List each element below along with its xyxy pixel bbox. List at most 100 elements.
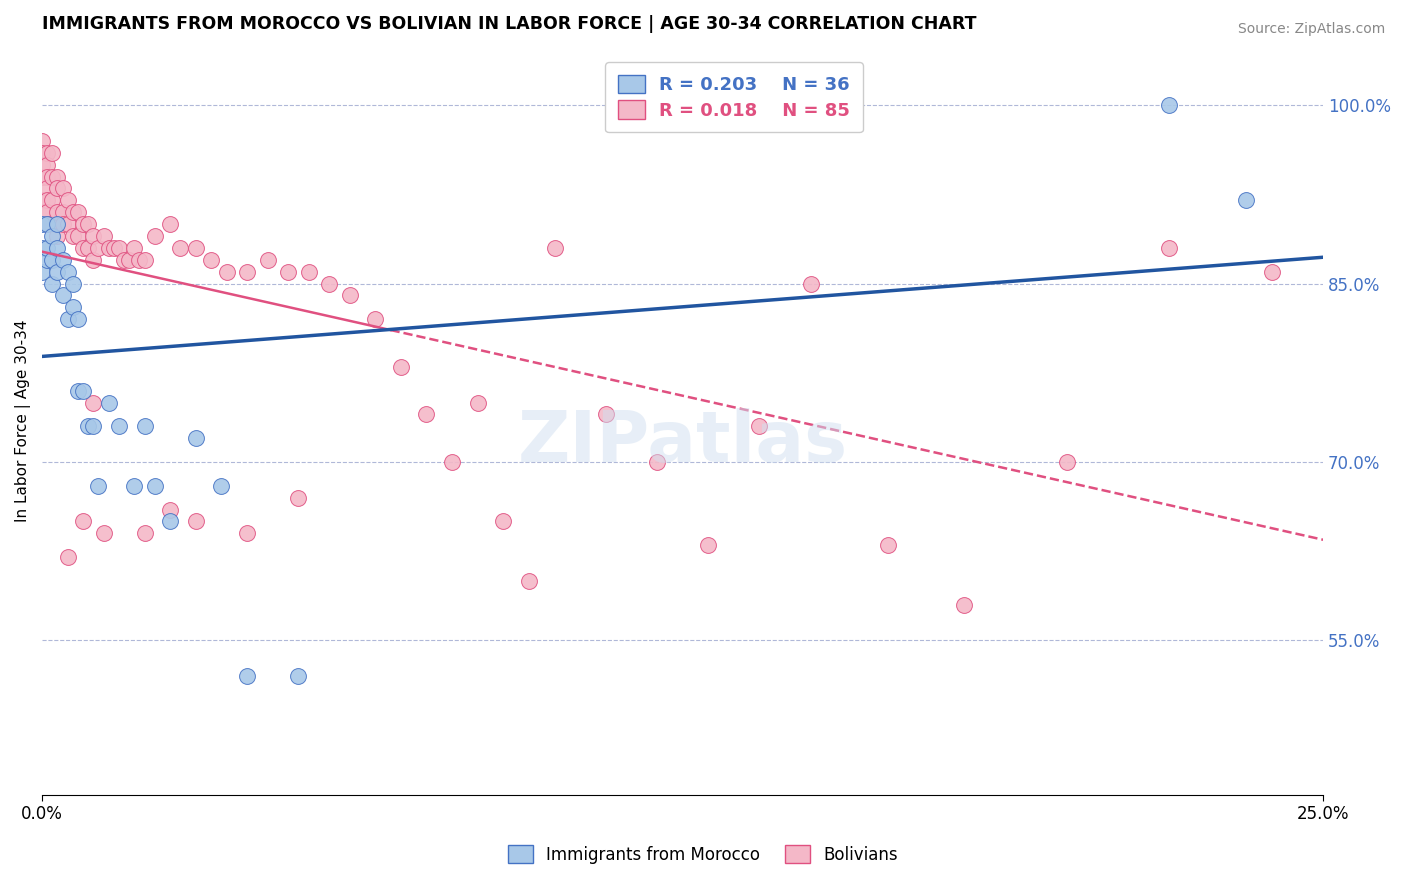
Point: [72, 241, 94, 255]
Point: [66, 205, 89, 219]
Point: [56, 265, 79, 279]
Point: [1159, 241, 1181, 255]
Point: [77, 217, 100, 231]
Text: IMMIGRANTS FROM MOROCCO VS BOLIVIAN IN LABOR FORCE | AGE 30-34 CORRELATION CHART: IMMIGRANTS FROM MOROCCO VS BOLIVIAN IN L…: [42, 15, 977, 33]
Point: [37, 252, 59, 267]
Point: [31, 158, 53, 172]
Point: [62, 277, 84, 291]
Point: [236, 526, 259, 541]
Point: [1159, 98, 1181, 112]
Point: [66, 312, 89, 326]
Point: [128, 252, 150, 267]
Point: [77, 419, 100, 434]
Point: [52, 217, 75, 231]
Point: [41, 169, 63, 184]
Point: [184, 241, 207, 255]
Point: [52, 205, 75, 219]
Point: [492, 515, 515, 529]
Point: [876, 538, 898, 552]
Point: [46, 241, 69, 255]
Point: [287, 669, 309, 683]
Point: [93, 229, 115, 244]
Legend: R = 0.203    N = 36, R = 0.018    N = 85: R = 0.203 N = 36, R = 0.018 N = 85: [605, 62, 863, 133]
Text: ZIPatlas: ZIPatlas: [517, 409, 848, 477]
Point: [236, 669, 259, 683]
Point: [52, 288, 75, 302]
Point: [41, 217, 63, 231]
Point: [339, 288, 361, 302]
Point: [37, 205, 59, 219]
Point: [56, 550, 79, 565]
Point: [1234, 194, 1257, 208]
Point: [124, 241, 146, 255]
Point: [215, 265, 238, 279]
Text: Source: ZipAtlas.com: Source: ZipAtlas.com: [1237, 22, 1385, 37]
Point: [93, 526, 115, 541]
Point: [41, 252, 63, 267]
Point: [87, 479, 110, 493]
Point: [37, 217, 59, 231]
Point: [389, 359, 412, 374]
Point: [56, 312, 79, 326]
Point: [31, 169, 53, 184]
Point: [31, 145, 53, 160]
Point: [46, 205, 69, 219]
Point: [415, 408, 437, 422]
Point: [124, 479, 146, 493]
Point: [97, 395, 120, 409]
Point: [159, 217, 181, 231]
Point: [184, 431, 207, 445]
Y-axis label: In Labor Force | Age 30-34: In Labor Force | Age 30-34: [15, 319, 31, 522]
Point: [159, 502, 181, 516]
Point: [41, 277, 63, 291]
Point: [364, 312, 387, 326]
Point: [41, 229, 63, 244]
Point: [31, 217, 53, 231]
Point: [82, 419, 104, 434]
Point: [37, 181, 59, 195]
Point: [56, 217, 79, 231]
Point: [62, 205, 84, 219]
Point: [467, 395, 489, 409]
Point: [62, 301, 84, 315]
Point: [517, 574, 540, 588]
Point: [31, 134, 53, 148]
Point: [46, 229, 69, 244]
Point: [37, 169, 59, 184]
Point: [62, 229, 84, 244]
Point: [82, 395, 104, 409]
Point: [645, 455, 668, 469]
Point: [134, 252, 156, 267]
Point: [169, 241, 191, 255]
Point: [41, 145, 63, 160]
Point: [37, 194, 59, 208]
Point: [277, 265, 299, 279]
Point: [1056, 455, 1078, 469]
Point: [236, 265, 259, 279]
Point: [46, 217, 69, 231]
Legend: Immigrants from Morocco, Bolivians: Immigrants from Morocco, Bolivians: [501, 838, 905, 871]
Point: [159, 515, 181, 529]
Point: [143, 229, 166, 244]
Point: [37, 241, 59, 255]
Point: [46, 265, 69, 279]
Point: [184, 515, 207, 529]
Point: [697, 538, 720, 552]
Point: [31, 241, 53, 255]
Point: [287, 491, 309, 505]
Point: [108, 241, 131, 255]
Point: [46, 181, 69, 195]
Point: [72, 515, 94, 529]
Point: [77, 241, 100, 255]
Point: [103, 241, 125, 255]
Point: [52, 181, 75, 195]
Point: [66, 229, 89, 244]
Point: [211, 479, 233, 493]
Point: [297, 265, 319, 279]
Point: [256, 252, 278, 267]
Point: [37, 145, 59, 160]
Point: [200, 252, 222, 267]
Point: [748, 419, 770, 434]
Point: [31, 194, 53, 208]
Point: [595, 408, 617, 422]
